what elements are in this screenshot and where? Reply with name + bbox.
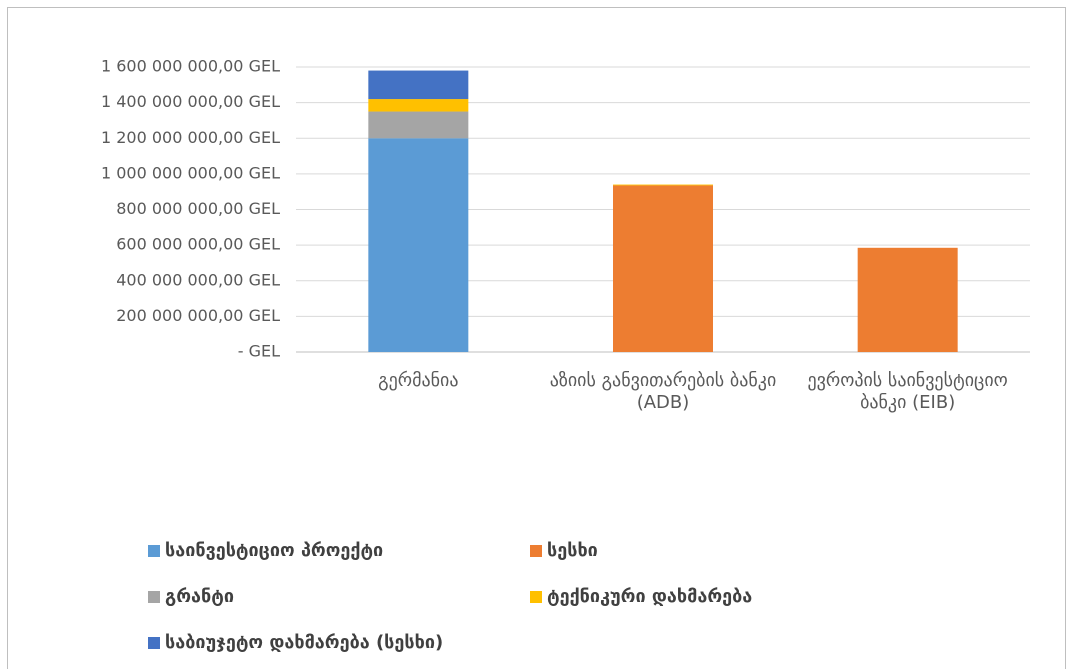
legend-item: ტექნიკური დახმარება — [530, 586, 752, 607]
legend-item: საბიუჯეტო დახმარება (სესხი) — [148, 632, 443, 653]
bar-segment — [613, 184, 713, 186]
legend-item: სესხი — [530, 540, 598, 561]
y-tick-label: 600 000 000,00 GEL — [116, 235, 280, 254]
y-tick-label: 1 000 000 000,00 GEL — [101, 163, 280, 182]
bar-segment — [368, 99, 469, 112]
legend-swatch — [530, 590, 542, 603]
x-tick-label: ევროპის საინვესტიციო ბანკი (EIB) — [807, 370, 1008, 413]
legend-swatch — [530, 544, 542, 557]
y-tick-label: - GEL — [238, 342, 280, 361]
bar-segment — [368, 70, 469, 100]
bar-segment — [368, 138, 469, 352]
legend-item: გრანტი — [148, 586, 234, 607]
y-tick-label: 200 000 000,00 GEL — [116, 306, 280, 325]
x-tick-label: აზიის განვითარების ბანკი (ADB) — [549, 370, 777, 413]
legend-label: საინვესტიციო პროექტი — [165, 540, 384, 561]
legend-item: საინვესტიციო პროექტი — [148, 540, 383, 561]
legend-swatch — [148, 636, 160, 649]
bar-segment — [613, 185, 713, 352]
legend-label: სესხი — [547, 540, 598, 561]
y-tick-label: 1 400 000 000,00 GEL — [101, 92, 280, 111]
y-tick-label: 1 600 000 000,00 GEL — [101, 57, 280, 76]
legend-label: გრანტი — [165, 586, 234, 607]
bar-segment — [368, 111, 469, 139]
legend-swatch — [148, 544, 160, 557]
legend-swatch — [148, 590, 160, 603]
legend-label: ტექნიკური დახმარება — [547, 586, 753, 607]
y-tick-label: 400 000 000,00 GEL — [116, 270, 280, 289]
bar-segment — [857, 247, 958, 352]
y-tick-label: 800 000 000,00 GEL — [116, 199, 280, 218]
legend-label: საბიუჯეტო დახმარება (სესხი) — [165, 632, 444, 653]
y-tick-label: 1 200 000 000,00 GEL — [101, 128, 280, 147]
x-tick-label: გერმანია — [378, 370, 459, 391]
